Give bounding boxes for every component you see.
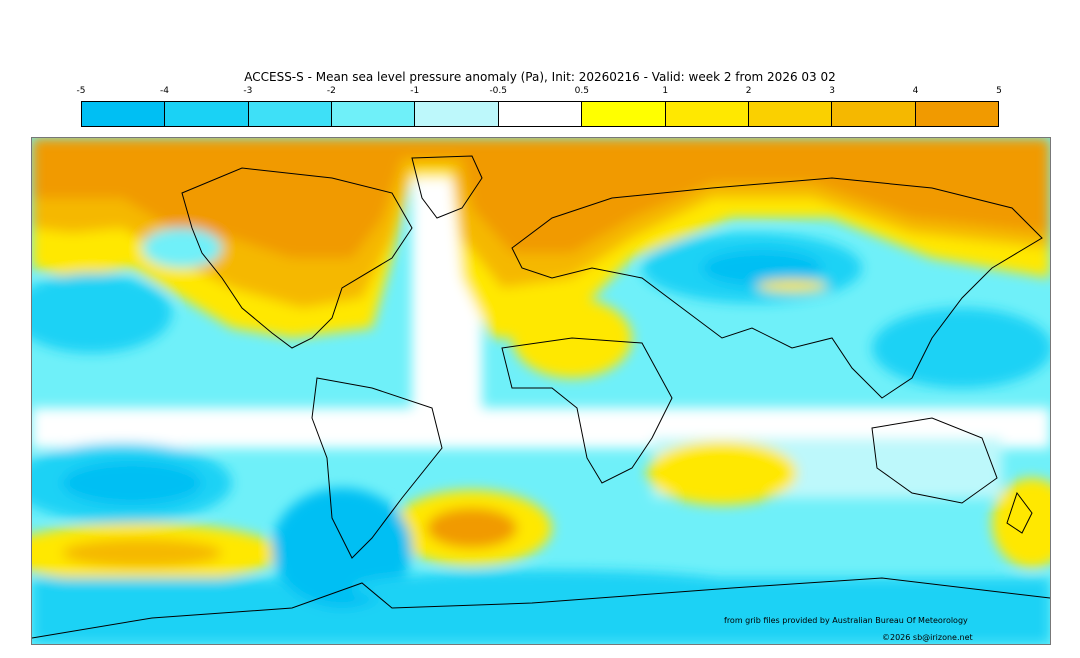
colorbar-tick: 3 bbox=[829, 86, 835, 96]
colorbar-swatch bbox=[82, 102, 166, 126]
colorbar bbox=[81, 101, 999, 127]
colorbar-swatch bbox=[832, 102, 916, 126]
colorbar-tick: -5 bbox=[76, 86, 86, 96]
anomaly-map bbox=[31, 137, 1051, 645]
colorbar-swatch bbox=[415, 102, 499, 126]
colorbar-swatch bbox=[748, 102, 833, 126]
coastlines bbox=[32, 155, 1050, 639]
colorbar-swatch bbox=[582, 102, 666, 126]
map-title: ACCESS-S - Mean sea level pressure anoma… bbox=[244, 70, 836, 84]
colorbar-tick: -3 bbox=[243, 86, 253, 96]
colorbar-swatch bbox=[498, 102, 583, 126]
colorbar-swatch bbox=[332, 102, 416, 126]
colorbar-tick: -1 bbox=[410, 86, 420, 96]
colorbar-tick: 1 bbox=[662, 86, 669, 96]
colorbar-tick: -4 bbox=[159, 86, 169, 96]
colorbar-swatch bbox=[665, 102, 749, 126]
copyright-notice: ©2026 sb@irizone.net bbox=[882, 633, 973, 642]
data-credit: from grib files provided by Australian B… bbox=[724, 616, 968, 625]
colorbar-swatch bbox=[915, 102, 998, 126]
colorbar-tick: -2 bbox=[326, 86, 336, 96]
colorbar-tick: 5 bbox=[996, 86, 1002, 96]
colorbar-tick: 2 bbox=[745, 86, 752, 96]
colorbar-tick-labels: -5 -4 -3 -2 -1 -0.5 0.5 1 2 3 4 5 bbox=[77, 86, 1002, 98]
colorbar-swatch bbox=[165, 102, 249, 126]
colorbar-tick: -0.5 bbox=[489, 86, 507, 96]
colorbar-tick: 4 bbox=[912, 86, 919, 96]
anomaly-field bbox=[32, 138, 1050, 644]
colorbar-swatch bbox=[248, 102, 333, 126]
anomaly-map-svg bbox=[32, 138, 1050, 644]
colorbar-tick: 0.5 bbox=[574, 86, 589, 96]
